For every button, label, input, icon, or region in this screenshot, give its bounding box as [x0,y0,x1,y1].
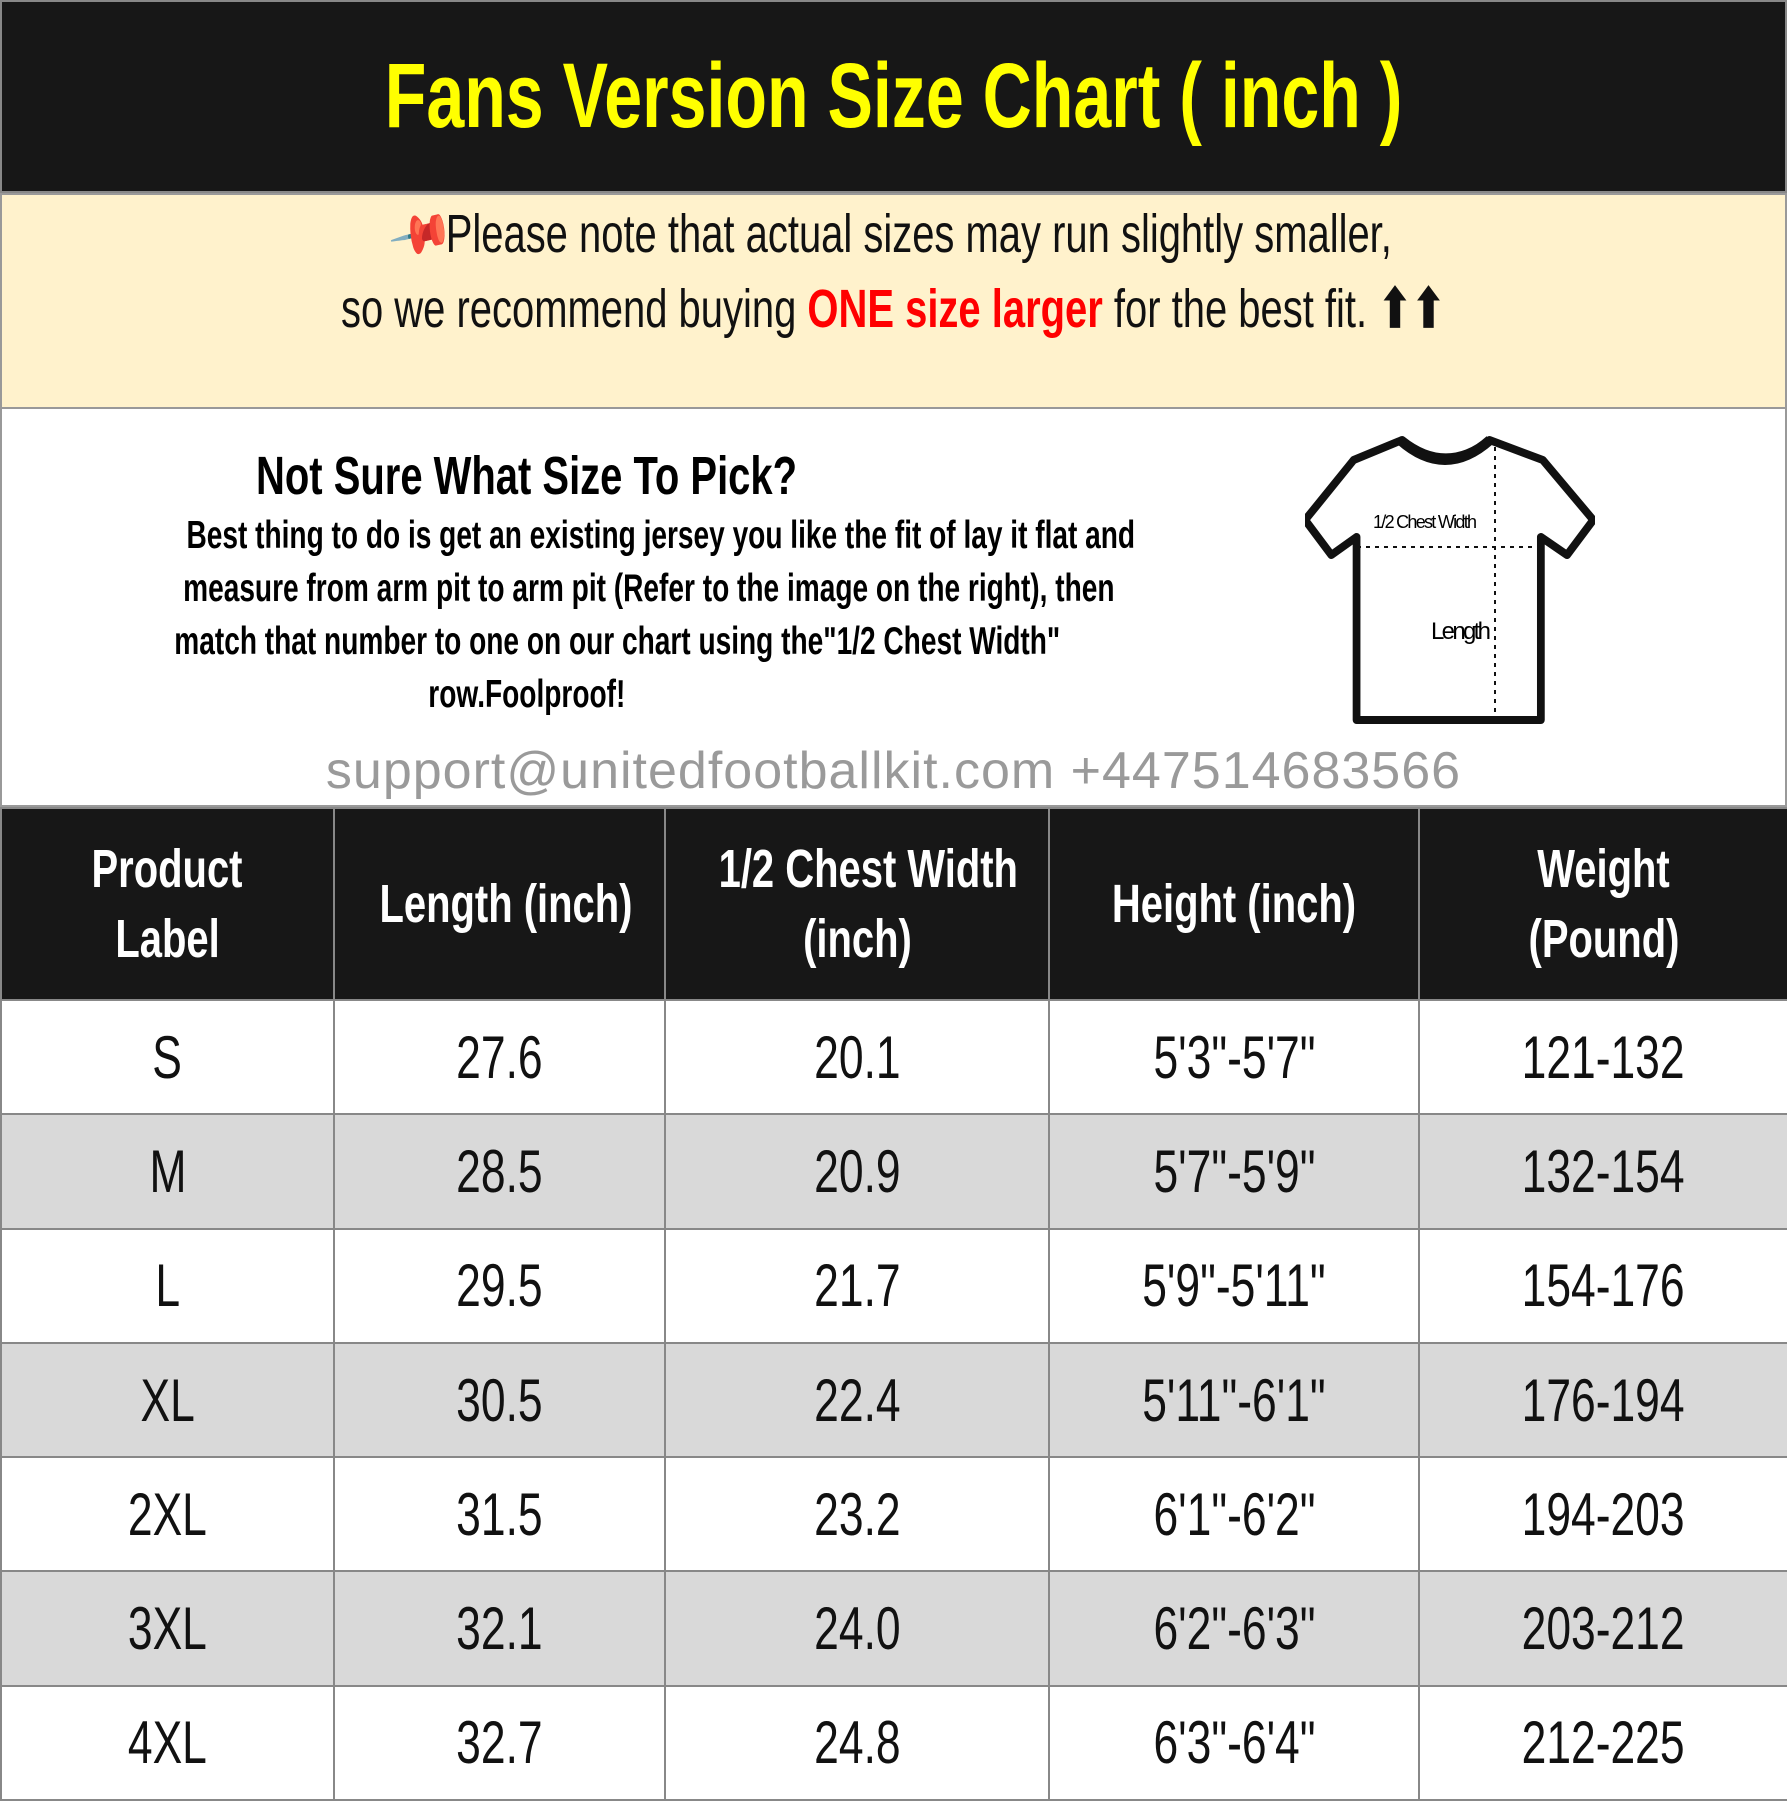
cell-size-label: 2XL [0,1456,335,1573]
page-title: Fans Version Size Chart ( inch ) [384,45,1403,147]
cell-chest-width: 23.2 [664,1456,1050,1573]
chest-width-label: 1/2 Chest Width [1373,512,1477,532]
guide-text: match that number to one on our chart us… [174,620,1061,663]
fit-guide: Not Sure What Size To Pick? Best thing t… [0,409,1787,807]
table-row: S 27.6 20.1 5'3"-5'7" 121-132 [0,998,1787,1116]
guide-text: Best thing to do is get an existing jers… [186,514,1136,557]
sizing-note: 📌Please note that actual sizes may run s… [0,190,1787,409]
pushpin-icon: 📌 [387,190,454,278]
cell-size-label: L [0,1227,335,1344]
cell-chest-width: 24.0 [664,1570,1050,1687]
guide-text: row.Foolproof! [428,673,626,716]
table-row: 4XL 32.7 24.8 6'3"-6'4" 212-225 [0,1684,1787,1801]
cell-size-label: M [0,1113,335,1230]
cell-length: 27.6 [333,998,666,1116]
cell-size-label: 4XL [0,1684,335,1801]
cell-length: 32.7 [333,1684,666,1801]
cell-chest-width: 24.8 [664,1684,1050,1801]
cell-length: 28.5 [333,1113,666,1230]
table-row: M 28.5 20.9 5'7"-5'9" 132-154 [0,1113,1787,1230]
cell-chest-width: 22.4 [664,1341,1050,1459]
cell-height: 5'11"-6'1" [1048,1341,1420,1459]
cell-height: 5'7"-5'9" [1048,1113,1420,1230]
cell-weight: 194-203 [1418,1456,1787,1573]
guide-text: measure from arm pit to arm pit (Refer t… [183,567,1115,610]
cell-weight: 154-176 [1418,1227,1787,1344]
title-banner: Fans Version Size Chart ( inch ) [0,0,1787,193]
cell-height: 5'9"-5'11" [1048,1227,1420,1344]
note-line-2-start: so we recommend buying [341,279,808,339]
cell-length: 30.5 [333,1341,666,1459]
cell-height: 6'2"-6'3" [1048,1570,1420,1687]
table-row: 2XL 31.5 23.2 6'1"-6'2" 194-203 [0,1456,1787,1573]
cell-chest-width: 21.7 [664,1227,1050,1344]
table-row: L 29.5 21.7 5'9"-5'11" 154-176 [0,1227,1787,1344]
cell-weight: 203-212 [1418,1570,1787,1687]
header-row: Product Label Length (inch) 1/2 Chest Wid… [0,807,1787,1001]
cell-size-label: S [0,998,335,1116]
tshirt-measurement-diagram: 1/2 Chest Width Length [1305,436,1595,724]
table-row: XL 30.5 22.4 5'11"-6'1" 176-194 [0,1341,1787,1459]
up-arrows-icon: ⬆⬆ [1378,279,1446,339]
length-label: Length [1431,618,1491,645]
note-line-2-end: for the best fit. [1103,279,1379,339]
cell-size-label: XL [0,1341,335,1459]
note-highlight: ONE size larger [807,279,1104,339]
cell-height: 5'3"-5'7" [1048,998,1420,1116]
cell-height: 6'1"-6'2" [1048,1456,1420,1573]
cell-length: 31.5 [333,1456,666,1573]
cell-weight: 212-225 [1418,1684,1787,1801]
cell-size-label: 3XL [0,1570,335,1687]
header-chest-width: 1/2 Chest Width (inch) [664,807,1050,1001]
cell-weight: 132-154 [1418,1113,1787,1230]
guide-heading: Not Sure What Size To Pick? [256,446,798,506]
cell-length: 29.5 [333,1227,666,1344]
cell-weight: 176-194 [1418,1341,1787,1459]
header-weight: Weight (Pound) [1418,807,1787,1001]
header-height: Height (inch) [1048,807,1420,1001]
header-length: Length (inch) [333,807,666,1001]
note-line-1: Please note that actual sizes may run sl… [445,204,1392,264]
cell-chest-width: 20.1 [664,998,1050,1116]
cell-height: 6'3"-6'4" [1048,1684,1420,1801]
size-table: Product Label Length (inch) 1/2 Chest Wid… [0,807,1787,1801]
cell-weight: 121-132 [1418,998,1787,1116]
table-row: 3XL 32.1 24.0 6'2"-6'3" 203-212 [0,1570,1787,1687]
cell-length: 32.1 [333,1570,666,1687]
header-product-label: Product Label [0,807,335,1001]
cell-chest-width: 20.9 [664,1113,1050,1230]
